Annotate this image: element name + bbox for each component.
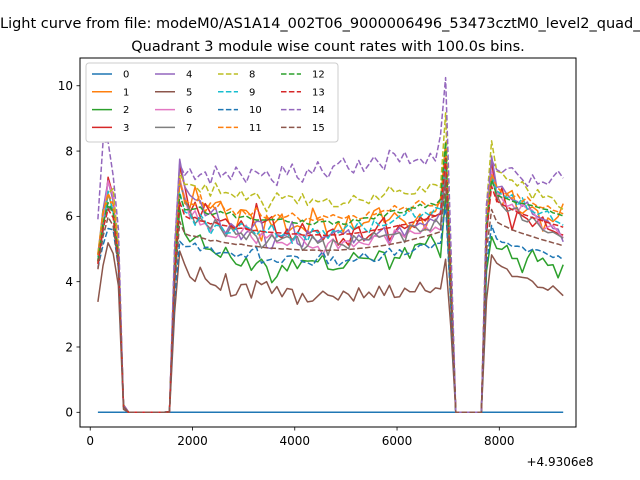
legend-label: 15 xyxy=(312,123,325,134)
series-line-13 xyxy=(97,157,564,414)
legend-label: 8 xyxy=(249,70,255,81)
legend-label: 10 xyxy=(249,105,262,116)
legend-item-7: 7 xyxy=(155,123,192,134)
legend-item-13: 13 xyxy=(281,87,325,98)
y-tick-label: 6 xyxy=(65,210,73,224)
y-tick-label: 2 xyxy=(65,340,73,354)
legend-item-14: 14 xyxy=(281,105,325,116)
legend-item-11: 11 xyxy=(218,123,262,134)
legend-item-15: 15 xyxy=(281,123,325,134)
series-line-15 xyxy=(97,181,564,414)
series-line-5 xyxy=(97,242,564,414)
x-tick-label: 4000 xyxy=(279,434,310,448)
legend-label: 11 xyxy=(249,123,262,134)
series-line-8 xyxy=(97,112,564,414)
legend-item-3: 3 xyxy=(92,123,129,134)
x-axis: 0 2000 4000 6000 8000 xyxy=(86,427,515,448)
plot-lines xyxy=(97,76,564,414)
legend-item-0: 0 xyxy=(92,70,129,81)
legend-label: 6 xyxy=(186,105,192,116)
x-tick-label: 2000 xyxy=(177,434,208,448)
plot-frame xyxy=(79,57,577,428)
x-tick-label: 8000 xyxy=(484,434,515,448)
legend-item-12: 12 xyxy=(281,70,325,81)
y-tick-label: 10 xyxy=(58,79,73,93)
legend-label: 0 xyxy=(123,70,129,81)
chart-suptitle: Light curve from file: modeM0/AS1A14_002… xyxy=(0,16,640,32)
legend-item-10: 10 xyxy=(218,105,262,116)
legend-label: 12 xyxy=(312,70,325,81)
legend-item-1: 1 xyxy=(92,87,129,98)
y-tick-label: 4 xyxy=(65,275,73,289)
legend-label: 7 xyxy=(186,123,192,134)
legend-box xyxy=(85,62,339,143)
series-line-3 xyxy=(97,155,564,414)
legend-label: 13 xyxy=(312,87,325,98)
legend-label: 14 xyxy=(312,105,325,116)
series-line-2 xyxy=(97,194,564,414)
legend-label: 5 xyxy=(186,87,192,98)
legend-label: 4 xyxy=(186,70,192,81)
legend-item-4: 4 xyxy=(155,70,192,81)
legend-label: 9 xyxy=(249,87,255,98)
series-line-6 xyxy=(97,170,564,414)
x-offset-text: +4.9306e8 xyxy=(526,455,593,469)
legend-item-8: 8 xyxy=(218,70,255,81)
legend-label: 1 xyxy=(123,87,129,98)
chart-title: Quadrant 3 module wise count rates with … xyxy=(131,39,525,55)
legend-label: 3 xyxy=(123,123,129,134)
series-line-4 xyxy=(97,155,564,414)
x-tick-label: 6000 xyxy=(382,434,413,448)
x-tick-label: 0 xyxy=(86,434,94,448)
legend-item-6: 6 xyxy=(155,105,192,116)
legend-label: 2 xyxy=(123,105,129,116)
y-tick-label: 0 xyxy=(65,406,73,420)
series-line-7 xyxy=(97,169,564,414)
legend-item-2: 2 xyxy=(92,105,129,116)
series-line-9 xyxy=(97,156,564,414)
series-line-14 xyxy=(97,76,564,414)
legend-item-9: 9 xyxy=(218,87,255,98)
legend-item-5: 5 xyxy=(155,87,192,98)
y-tick-label: 8 xyxy=(65,144,73,158)
y-axis: 0 2 4 6 8 10 xyxy=(58,79,80,420)
